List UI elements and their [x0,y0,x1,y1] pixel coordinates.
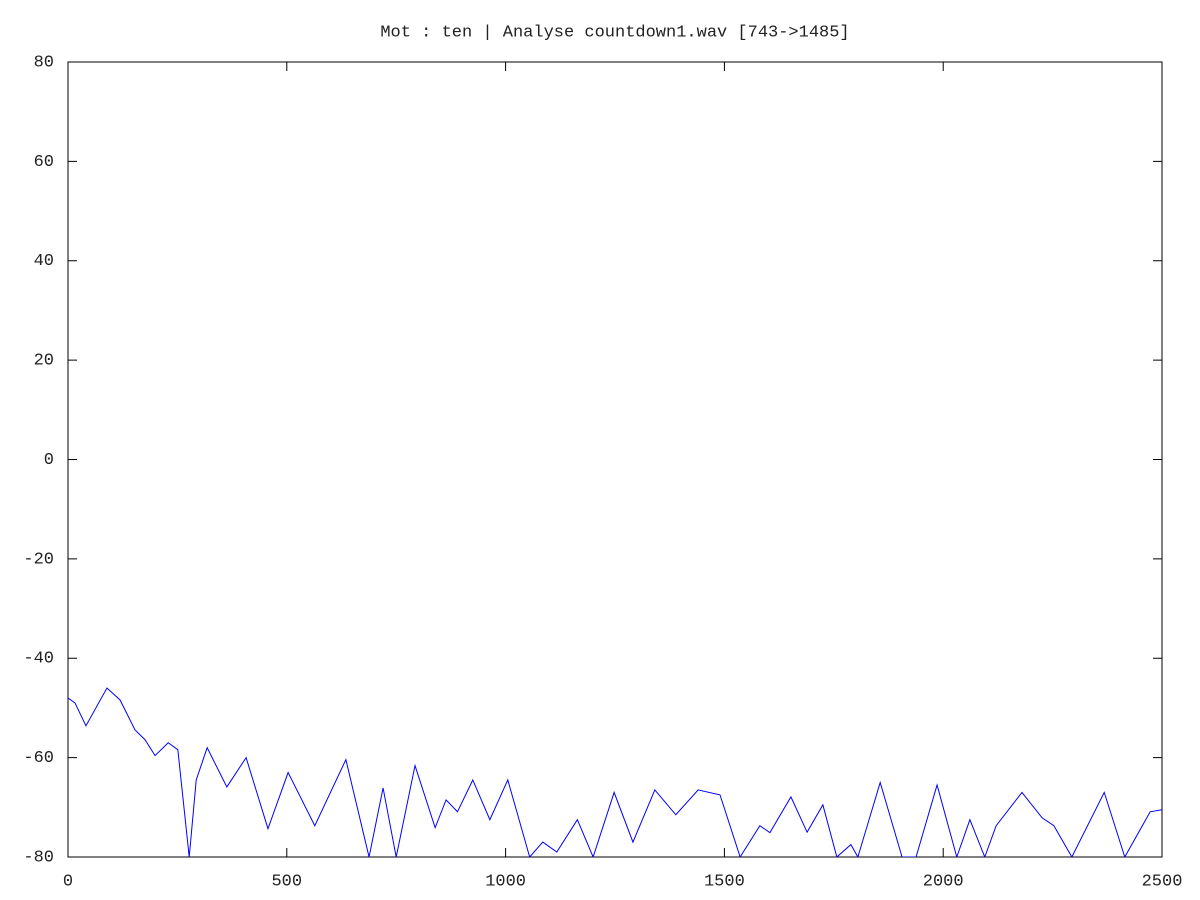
y-tick-label: -40 [23,650,54,669]
x-tick-label: 2000 [923,872,964,891]
x-tick-label: 500 [271,872,302,891]
series-line [68,687,1162,857]
y-tick-label: -60 [23,749,54,768]
y-tick-label: 40 [34,252,54,271]
plot-frame [67,61,1163,858]
y-tick-label: 20 [34,352,54,371]
y-tick-label: -80 [23,848,54,867]
x-tick-label: 1500 [704,872,745,891]
y-tick-label: -20 [23,550,54,569]
chart-title: Mot : ten | Analyse countdown1.wav [743-… [380,23,849,42]
x-tick-label: 0 [63,872,73,891]
y-tick-label: 0 [44,451,54,470]
y-tick-label: 80 [34,53,54,72]
x-tick-label: 1000 [485,872,526,891]
x-tick-label: 2500 [1142,872,1183,891]
y-tick-label: 60 [34,153,54,172]
